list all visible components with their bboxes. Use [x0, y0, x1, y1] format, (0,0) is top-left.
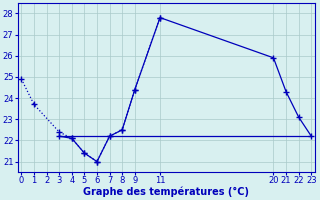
X-axis label: Graphe des températures (°C): Graphe des températures (°C) [83, 187, 249, 197]
